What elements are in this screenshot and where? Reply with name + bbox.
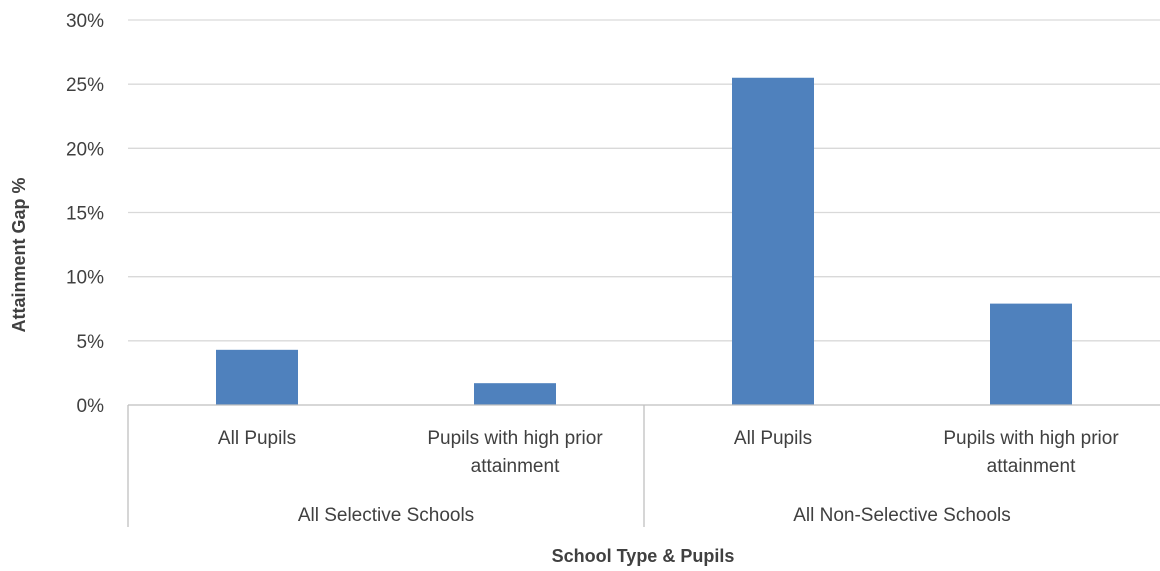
group-label: All Selective Schools [298, 505, 474, 526]
y-tick-label: 5% [77, 332, 105, 353]
bar [732, 77, 814, 405]
y-tick-label: 20% [66, 139, 104, 160]
y-tick-label: 25% [66, 75, 104, 96]
y-tick-label: 0% [77, 396, 105, 417]
group-label: All Non-Selective Schools [793, 505, 1011, 526]
y-axis-title: Attainment Gap % [9, 177, 29, 332]
y-tick-label: 10% [66, 268, 104, 289]
bar [474, 383, 556, 405]
x-axis-title: School Type & Pupils [552, 546, 735, 566]
bar [216, 349, 298, 405]
category-label: Pupils with high prior [943, 428, 1119, 449]
category-label: All Pupils [218, 428, 296, 449]
category-labels: All Pupils Pupils with high prior attainme… [218, 428, 1119, 526]
gridlines [128, 19, 1160, 342]
category-label: attainment [471, 456, 560, 477]
bars [216, 77, 1072, 405]
bar [990, 303, 1072, 405]
y-tick-label: 15% [66, 204, 104, 225]
y-tick-label: 30% [66, 11, 104, 32]
category-label: Pupils with high prior [427, 428, 603, 449]
category-label: All Pupils [734, 428, 812, 449]
category-label: attainment [987, 456, 1076, 477]
y-axis-ticks: 0% 5% 10% 15% 20% 25% 30% [66, 11, 104, 417]
x-axis [127, 404, 1160, 527]
